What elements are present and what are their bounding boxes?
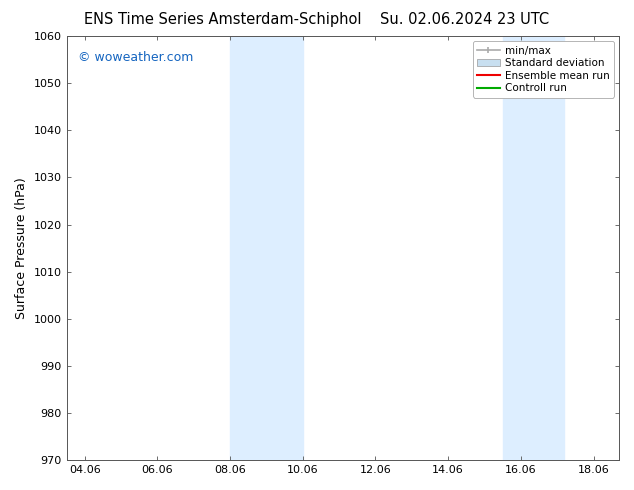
Bar [503, 36, 564, 460]
Y-axis label: Surface Pressure (hPa): Surface Pressure (hPa) [15, 177, 28, 319]
Text: © woweather.com: © woweather.com [77, 51, 193, 64]
Text: ENS Time Series Amsterdam-Schiphol    Su. 02.06.2024 23 UTC: ENS Time Series Amsterdam-Schiphol Su. 0… [84, 12, 550, 27]
Bar [230, 36, 303, 460]
Legend: min/max, Standard deviation, Ensemble mean run, Controll run: min/max, Standard deviation, Ensemble me… [472, 41, 614, 98]
